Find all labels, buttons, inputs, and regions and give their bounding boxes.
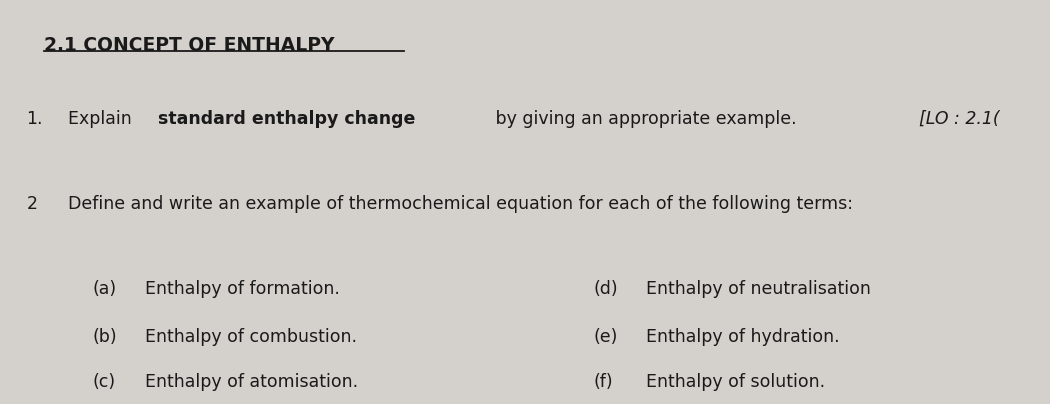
Text: by giving an appropriate example.: by giving an appropriate example.	[489, 110, 796, 128]
Text: Enthalpy of combustion.: Enthalpy of combustion.	[145, 328, 357, 346]
Text: 1.: 1.	[26, 110, 43, 128]
Text: Enthalpy of solution.: Enthalpy of solution.	[646, 373, 825, 391]
Text: (e): (e)	[593, 328, 617, 346]
Text: 2.1 CONCEPT OF ENTHALPY: 2.1 CONCEPT OF ENTHALPY	[44, 36, 335, 55]
Text: Enthalpy of hydration.: Enthalpy of hydration.	[646, 328, 839, 346]
Text: Explain: Explain	[68, 110, 138, 128]
Text: (c): (c)	[92, 373, 116, 391]
Text: (f): (f)	[593, 373, 613, 391]
Text: [LO : 2.1(: [LO : 2.1(	[919, 110, 1000, 128]
Text: (a): (a)	[92, 280, 117, 298]
Text: (b): (b)	[92, 328, 117, 346]
Text: Define and write an example of thermochemical equation for each of the following: Define and write an example of thermoche…	[68, 195, 854, 213]
Text: Enthalpy of atomisation.: Enthalpy of atomisation.	[145, 373, 358, 391]
Text: 2: 2	[26, 195, 37, 213]
Text: Enthalpy of neutralisation: Enthalpy of neutralisation	[646, 280, 870, 298]
Text: Enthalpy of formation.: Enthalpy of formation.	[145, 280, 340, 298]
Text: standard enthalpy change: standard enthalpy change	[158, 110, 415, 128]
Text: (d): (d)	[593, 280, 617, 298]
